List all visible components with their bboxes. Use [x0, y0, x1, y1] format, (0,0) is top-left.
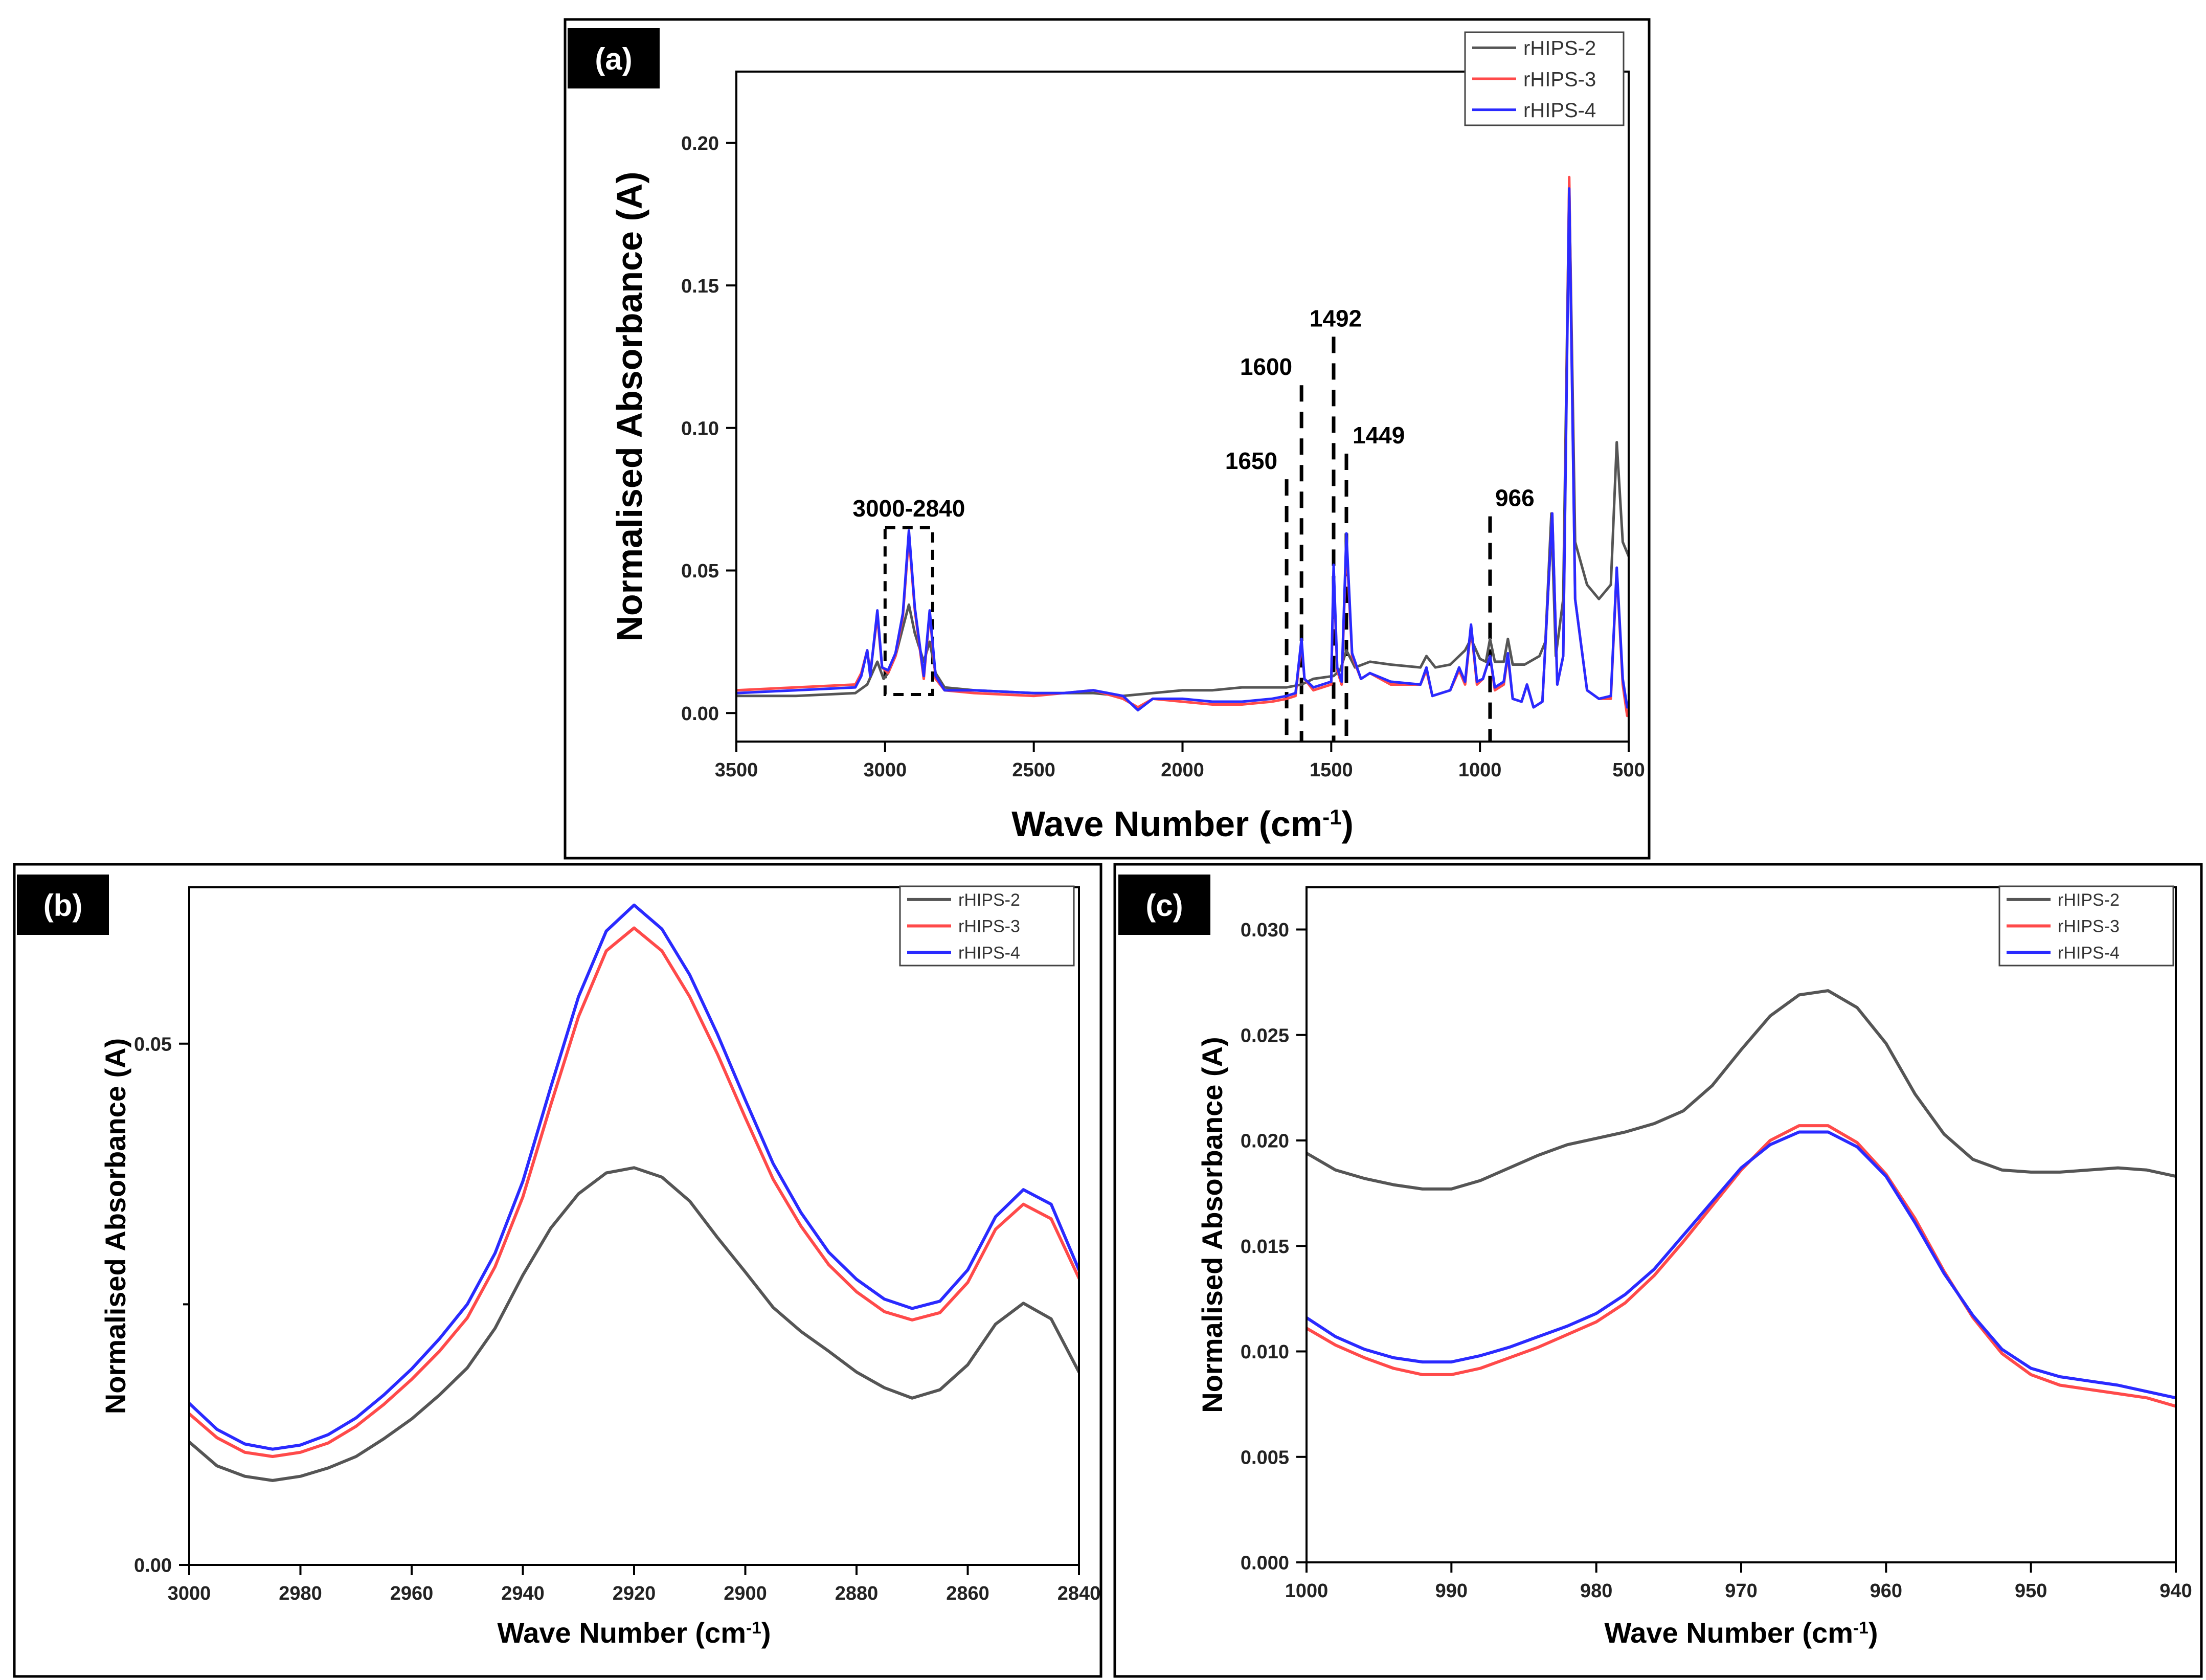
panel-a-border: [564, 18, 1651, 860]
x-tick-label: 3500: [715, 759, 758, 781]
x-tick-label: 950: [2015, 1580, 2047, 1602]
legend-label: rHIPS-2: [2058, 890, 2120, 910]
x-tick-label: 2840: [1057, 1583, 1101, 1604]
y-tick-label: 0.025: [1241, 1025, 1289, 1046]
x-axis-title-end: ): [1342, 804, 1354, 844]
x-axis-title-end: ): [1869, 1617, 1878, 1649]
panel-a: 3000-2840 1650 1600 1492 1449 966 3500 3000 2500…: [564, 18, 1651, 860]
legend-label: rHIPS-2: [1523, 37, 1596, 60]
y-tick-label: 0.05: [134, 1034, 172, 1055]
x-axis-title-end: ): [761, 1617, 771, 1649]
y-tick-label: 0.10: [681, 418, 719, 439]
series-group: [736, 175, 1629, 718]
x-tick-label: 2860: [946, 1583, 989, 1604]
x-axis-title-main: Wave Number (cm: [1604, 1617, 1853, 1649]
panel-badge: [1118, 875, 1210, 935]
series-line-rhips-2: [1307, 989, 2176, 1191]
x-axis-title-main: Wave Number (cm: [1011, 804, 1322, 844]
x-tick-label: 1500: [1310, 759, 1353, 781]
legend-label: rHIPS-4: [958, 943, 1020, 962]
panel-badge: [17, 875, 109, 935]
panel-b-border: [13, 863, 1102, 1678]
annotation-label-1: 1650: [1225, 447, 1277, 474]
y-tick-label: 0.20: [681, 133, 719, 154]
x-axis-title: Wave Number (cm-1): [1011, 804, 1354, 844]
legend: rHIPS-2 rHIPS-3 rHIPS-4: [1464, 31, 1625, 126]
legend: rHIPS-2 rHIPS-3 rHIPS-4: [1998, 885, 2174, 967]
y-axis-title: Normalised Absorbance (A): [610, 171, 649, 641]
y-tick-label: 0.15: [681, 276, 719, 297]
annotation-box-0: [883, 526, 934, 697]
x-axis-title-sup: -1: [746, 1619, 761, 1638]
x-tick-label: 3000: [864, 759, 907, 781]
x-tick-label: 990: [1435, 1580, 1468, 1602]
panel-b: 3000 2980 2960 2940 2920 2900 2880 2860 2840 0.00…: [13, 863, 1102, 1678]
x-tick-label: 2940: [501, 1583, 545, 1604]
series-line-rhips-4: [189, 903, 1079, 1451]
annotation-label-4: 1449: [1353, 422, 1405, 449]
x-axis-title: Wave Number (cm-1): [497, 1617, 771, 1649]
panel-badge-label: (a): [595, 42, 632, 76]
series-group: [1307, 989, 2176, 1408]
legend-label: rHIPS-4: [1523, 99, 1596, 122]
annotation-label-2: 1600: [1240, 353, 1292, 380]
y-tick-label: 0.005: [1241, 1447, 1289, 1468]
x-tick-label: 2960: [390, 1583, 434, 1604]
series-line-rhips-4: [736, 187, 1629, 712]
x-tick-label: 970: [1725, 1580, 1757, 1602]
panel-badge-label: (c): [1145, 888, 1183, 923]
x-axis-title-main: Wave Number (cm: [497, 1617, 746, 1649]
legend: rHIPS-2 rHIPS-3 rHIPS-4: [899, 885, 1075, 967]
y-tick-label: 0.05: [681, 561, 719, 582]
legend-label: rHIPS-2: [958, 890, 1020, 910]
x-tick-label: 1000: [1285, 1580, 1329, 1602]
legend-label: rHIPS-3: [958, 917, 1020, 936]
y-tick-label: 0.020: [1241, 1131, 1289, 1152]
x-tick-label: 2880: [835, 1583, 879, 1604]
legend-label: rHIPS-4: [2058, 943, 2120, 962]
y-tick-label: 0.000: [1241, 1553, 1289, 1574]
y-axis-title: Normalised Absorbance (A): [1196, 1037, 1228, 1413]
x-tick-label: 2920: [613, 1583, 656, 1604]
series-group: [189, 903, 1079, 1482]
x-tick-label: 940: [2159, 1580, 2192, 1602]
x-tick-label: 980: [1580, 1580, 1612, 1602]
x-tick-label: 2500: [1012, 759, 1055, 781]
annotation-label-0: 3000-2840: [852, 495, 965, 522]
x-tick-label: 500: [1612, 759, 1645, 781]
y-axis-title: Normalised Absorbance (A): [99, 1038, 131, 1414]
y-tick-label: 0.010: [1241, 1341, 1289, 1363]
panel-badge-label: (b): [43, 888, 83, 923]
y-tick-label: 0.015: [1241, 1236, 1289, 1258]
legend-label: rHIPS-3: [1523, 68, 1596, 91]
y-tick-label: 0.030: [1241, 920, 1289, 941]
x-tick-label: 1000: [1458, 759, 1502, 781]
x-axis-title-sup: -1: [1853, 1619, 1869, 1638]
annotation-label-3: 1492: [1310, 305, 1362, 331]
y-tick-label: 0.00: [681, 703, 719, 725]
x-tick-label: 3000: [168, 1583, 211, 1604]
x-axis-title-sup: -1: [1322, 805, 1341, 829]
x-axis-title: Wave Number (cm-1): [1604, 1617, 1878, 1649]
y-tick-label: 0.00: [134, 1555, 172, 1577]
x-tick-label: 2000: [1161, 759, 1204, 781]
series-line-rhips-4: [1307, 1130, 2176, 1400]
x-tick-label: 2900: [724, 1583, 767, 1604]
series-line-rhips-2: [189, 1166, 1079, 1482]
panel-c: 1000 990 980 970 960 950 940 0.000 0.005 0.010 0.0…: [1113, 863, 2203, 1678]
panel-badge: [568, 28, 660, 88]
series-line-rhips-3: [189, 926, 1079, 1458]
x-tick-label: 960: [1870, 1580, 1902, 1602]
annotation-label-5: 966: [1495, 485, 1535, 511]
legend-label: rHIPS-3: [2058, 917, 2120, 936]
x-tick-label: 2980: [279, 1583, 322, 1604]
